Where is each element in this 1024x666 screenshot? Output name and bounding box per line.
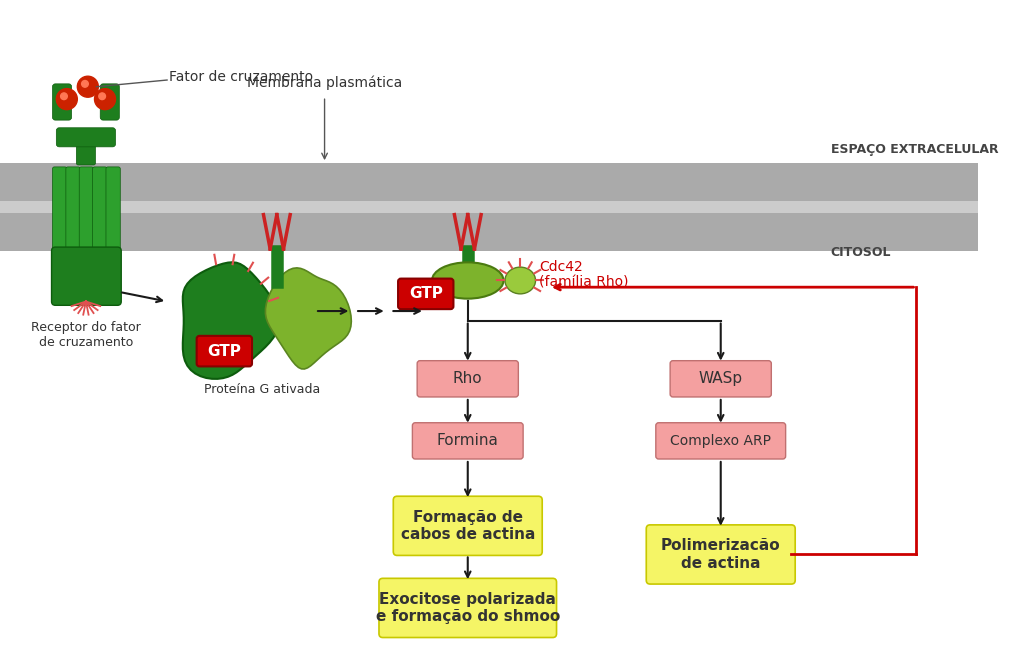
FancyBboxPatch shape bbox=[417, 361, 518, 397]
Text: Receptor do fator
de cruzamento: Receptor do fator de cruzamento bbox=[31, 320, 140, 348]
FancyBboxPatch shape bbox=[77, 133, 95, 165]
FancyBboxPatch shape bbox=[66, 167, 80, 254]
Bar bbox=[0, 163, 978, 201]
FancyBboxPatch shape bbox=[52, 167, 67, 254]
Bar bbox=[0, 212, 978, 251]
Text: GTP: GTP bbox=[409, 286, 442, 301]
FancyBboxPatch shape bbox=[79, 167, 93, 254]
Polygon shape bbox=[265, 268, 351, 369]
FancyBboxPatch shape bbox=[51, 247, 121, 305]
FancyBboxPatch shape bbox=[655, 423, 785, 459]
Text: Proteína G ativada: Proteína G ativada bbox=[205, 383, 321, 396]
Text: Rho: Rho bbox=[453, 372, 482, 386]
Ellipse shape bbox=[505, 267, 536, 294]
Text: Complexo ARP: Complexo ARP bbox=[671, 434, 771, 448]
Polygon shape bbox=[183, 262, 280, 379]
FancyBboxPatch shape bbox=[413, 423, 523, 459]
FancyBboxPatch shape bbox=[197, 336, 252, 366]
FancyBboxPatch shape bbox=[92, 167, 106, 254]
Text: Fator de cruzamento: Fator de cruzamento bbox=[169, 70, 313, 84]
FancyBboxPatch shape bbox=[646, 525, 796, 584]
Text: Formação de
cabos de actina: Formação de cabos de actina bbox=[400, 509, 535, 542]
Text: CITOSOL: CITOSOL bbox=[830, 246, 891, 258]
Text: Cdc42
(família Rho): Cdc42 (família Rho) bbox=[540, 260, 629, 290]
Text: ESPAÇO EXTRACELULAR: ESPAÇO EXTRACELULAR bbox=[830, 143, 998, 157]
FancyBboxPatch shape bbox=[398, 278, 454, 309]
Ellipse shape bbox=[432, 262, 504, 298]
Text: GTP: GTP bbox=[208, 344, 242, 358]
FancyBboxPatch shape bbox=[379, 578, 556, 637]
Circle shape bbox=[56, 89, 78, 110]
FancyBboxPatch shape bbox=[56, 128, 116, 147]
Circle shape bbox=[94, 89, 116, 110]
FancyBboxPatch shape bbox=[393, 496, 543, 555]
Text: WASp: WASp bbox=[698, 372, 742, 386]
FancyBboxPatch shape bbox=[52, 84, 72, 120]
Text: Membrana plasmática: Membrana plasmática bbox=[247, 75, 402, 89]
Bar bbox=[0, 201, 978, 212]
Text: Formina: Formina bbox=[437, 434, 499, 448]
Circle shape bbox=[60, 93, 68, 100]
Text: Exocitose polarizada
e formação do shmoo: Exocitose polarizada e formação do shmoo bbox=[376, 591, 560, 624]
Text: Polimerizacão
de actina: Polimerizacão de actina bbox=[660, 538, 780, 571]
FancyBboxPatch shape bbox=[105, 167, 120, 254]
FancyBboxPatch shape bbox=[670, 361, 771, 397]
Circle shape bbox=[82, 81, 88, 87]
Circle shape bbox=[78, 76, 98, 97]
FancyBboxPatch shape bbox=[100, 84, 120, 120]
Circle shape bbox=[98, 93, 105, 100]
